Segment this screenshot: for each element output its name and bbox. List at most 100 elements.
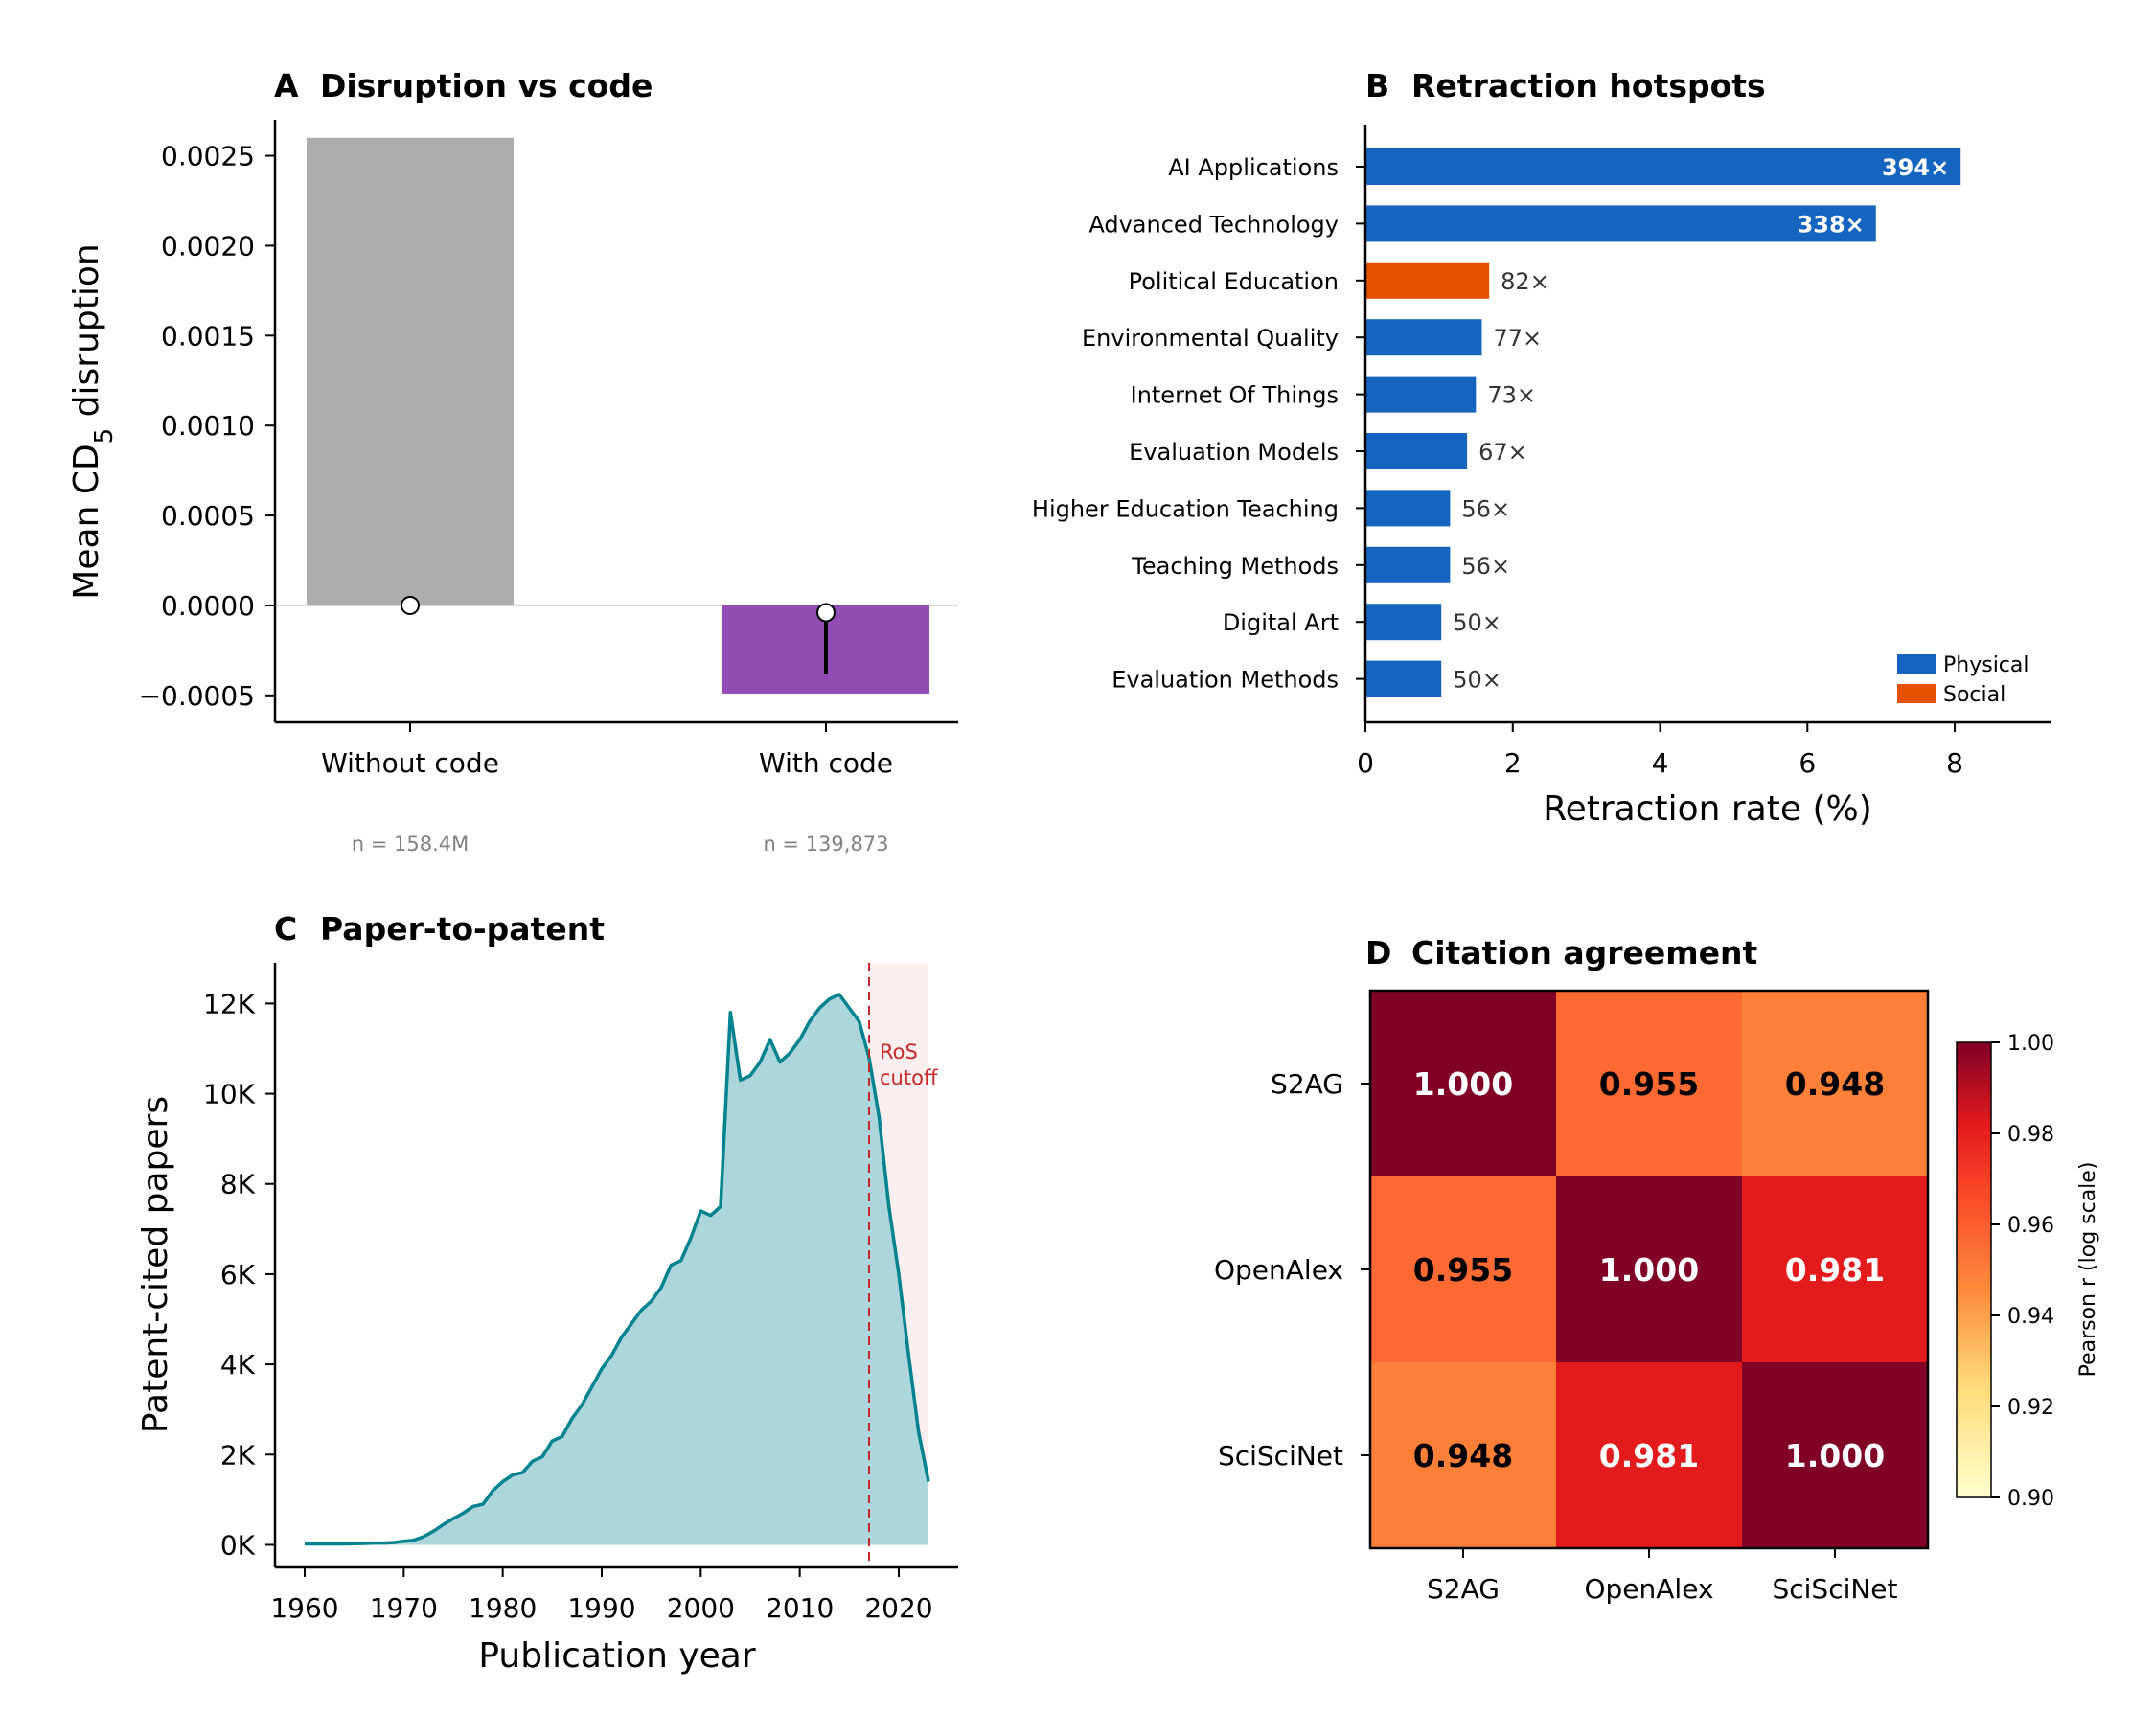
- heatmap-cell: [1742, 1176, 1928, 1362]
- cutoff-label-line2: cutoff: [880, 1066, 938, 1089]
- heatmap-cell: [1370, 991, 1556, 1176]
- x-tick-label: 0: [1357, 747, 1374, 779]
- value-annotation: 56×: [1461, 495, 1510, 522]
- x-tick-label: 1970: [370, 1592, 438, 1624]
- x-tick-label: 8: [1946, 747, 1963, 779]
- cell-value-label: 1.000: [1599, 1251, 1699, 1289]
- y-tick-label: 6K: [220, 1259, 256, 1291]
- heatmap-cell: [1556, 1176, 1742, 1362]
- panel-c-x-label: Publication year: [478, 1636, 756, 1676]
- x-tick-label: With code: [759, 747, 893, 779]
- x-tick-label: 1960: [270, 1592, 338, 1624]
- category-label: Evaluation Methods: [1111, 667, 1339, 694]
- colorbar-gradient: [1956, 1041, 1992, 1498]
- bar-political-education: [1365, 262, 1490, 299]
- cell-value-label: 1.000: [1785, 1437, 1885, 1474]
- legend-label: Physical: [1943, 653, 2029, 677]
- y-tick-label: 12K: [203, 988, 256, 1019]
- value-annotation: 50×: [1453, 667, 1501, 694]
- bar-digital-art: [1365, 604, 1442, 641]
- col-label: OpenAlex: [1584, 1573, 1713, 1605]
- bar-evaluation-methods: [1365, 660, 1442, 697]
- category-label: AI Applications: [1168, 154, 1339, 181]
- colorbar-label: Pearson r (log scale): [2076, 1162, 2100, 1378]
- heatmap-cell: [1742, 991, 1928, 1176]
- value-annotation: 338×: [1798, 211, 1865, 238]
- panel-b-legend: Physical Social: [1897, 653, 2029, 707]
- value-annotation: 82×: [1501, 268, 1549, 295]
- category-label: Political Education: [1129, 268, 1339, 295]
- y-tick-label: 0.0015: [161, 320, 255, 352]
- row-label: OpenAlex: [1214, 1254, 1343, 1286]
- x-tick-label: Without code: [321, 747, 499, 779]
- y-tick-label: 0.0010: [161, 410, 255, 442]
- panel-a-title: Disruption vs code: [320, 67, 653, 104]
- cell-value-label: 0.981: [1785, 1251, 1885, 1289]
- colorbar-tick-label: 0.92: [2007, 1396, 2054, 1420]
- value-annotation: 50×: [1453, 609, 1501, 636]
- x-tick-label: 4: [1652, 747, 1669, 779]
- y-tick-label: 10K: [203, 1079, 256, 1110]
- panel-b-x-label: Retraction rate (%): [1543, 789, 1872, 829]
- heatmap-cell: [1742, 1362, 1928, 1548]
- category-label: Digital Art: [1223, 609, 1339, 636]
- cutoff-label-line1: RoS: [880, 1040, 918, 1063]
- panel-b-retraction-chart: B Retraction hotspots AI Applications 394…: [1032, 67, 2051, 829]
- colorbar-tick-label: 0.98: [2007, 1123, 2054, 1147]
- category-label: Environmental Quality: [1082, 325, 1339, 352]
- bar-teaching-methods: [1365, 546, 1451, 583]
- panel-a-y-label: Mean CD5 disruption: [67, 243, 119, 599]
- value-annotation: 67×: [1478, 439, 1527, 466]
- panel-a-disruption-chart: A Disruption vs code 0.0025 0.0020 0.0015 0…: [67, 67, 958, 856]
- bar-evaluation-models: [1365, 433, 1468, 469]
- value-annotation: 56×: [1461, 553, 1510, 580]
- legend-label: Social: [1943, 683, 2005, 707]
- value-annotation: 73×: [1487, 382, 1536, 409]
- legend-swatch: [1897, 654, 1936, 674]
- x-tick-label: 2000: [667, 1592, 735, 1624]
- panel-d-citation-heatmap: D Citation agreement 1.000 0.955 0.948 0.95…: [1214, 934, 2100, 1605]
- colorbar-tick-label: 0.96: [2007, 1214, 2054, 1238]
- colorbar-tick-label: 0.90: [2007, 1487, 2054, 1511]
- colorbar-tick-label: 1.00: [2007, 1032, 2054, 1056]
- panel-d-title: Citation agreement: [1411, 934, 1758, 971]
- area-fill: [305, 994, 928, 1545]
- heatmap-cell: [1556, 1362, 1742, 1548]
- y-tick-label: 0.0000: [161, 590, 255, 622]
- category-label: Higher Education Teaching: [1032, 495, 1339, 522]
- median-marker: [401, 595, 420, 615]
- y-tick-label: 8K: [220, 1169, 256, 1200]
- col-label: SciSciNet: [1772, 1573, 1897, 1605]
- bar-internet-of-things: [1365, 376, 1477, 413]
- y-tick-label: 4K: [220, 1349, 256, 1381]
- panel-b-title: Retraction hotspots: [1411, 67, 1766, 104]
- y-tick-label: 0.0025: [161, 141, 255, 172]
- panel-c-patent-chart: C Paper-to-patent RoS cutoff 0K 2K 4K 6K 8K 10…: [136, 910, 958, 1676]
- y-tick-label: 0.0020: [161, 230, 255, 262]
- bar-without-code: [307, 137, 514, 605]
- x-tick-label: 1980: [469, 1592, 537, 1624]
- sample-size-label: n = 158.4M: [352, 833, 470, 856]
- x-tick-label: 1990: [567, 1592, 635, 1624]
- row-label: S2AG: [1271, 1068, 1343, 1100]
- heatmap-cell: [1370, 1362, 1556, 1548]
- cell-value-label: 1.000: [1413, 1065, 1513, 1103]
- y-tick-label: 0K: [220, 1529, 256, 1561]
- panel-c-y-label: Patent-cited papers: [136, 1096, 175, 1433]
- x-tick-label: 2020: [864, 1592, 932, 1624]
- sample-size-label: n = 139,873: [763, 833, 888, 856]
- category-label: Advanced Technology: [1088, 211, 1339, 238]
- x-tick-label: 6: [1799, 747, 1816, 779]
- cell-value-label: 0.948: [1785, 1065, 1885, 1103]
- panel-c-title: Paper-to-patent: [320, 910, 605, 948]
- legend-swatch: [1897, 684, 1936, 703]
- series-line: [305, 993, 930, 1546]
- cell-value-label: 0.955: [1413, 1251, 1513, 1289]
- x-tick-label: 2010: [766, 1592, 834, 1624]
- row-label: SciSciNet: [1218, 1440, 1343, 1472]
- bar-higher-education-teaching: [1365, 490, 1451, 527]
- y-tick-label: 2K: [220, 1439, 256, 1471]
- panel-d-letter: D: [1365, 934, 1391, 971]
- value-annotation: 77×: [1493, 325, 1542, 352]
